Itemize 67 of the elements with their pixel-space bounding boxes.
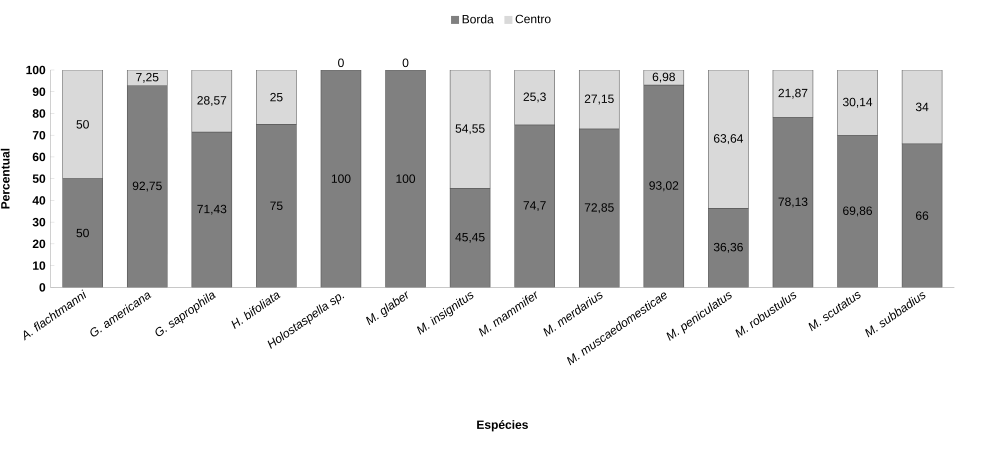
data-label: 69,86 (843, 206, 872, 216)
data-label: 6,98 (652, 72, 675, 83)
bar (578, 128, 620, 288)
data-label: 66 (916, 211, 928, 220)
y-tick-label: 30 (32, 218, 46, 226)
y-tick-label: 50 (32, 174, 46, 183)
legend-label: Centro (516, 14, 551, 24)
x-axis-title: Espécies (477, 420, 528, 432)
data-label: 71,43 (197, 204, 226, 215)
data-label: 72,85 (584, 203, 614, 214)
y-tick-label: 80 (32, 109, 46, 118)
y-tick-label: 20 (32, 240, 46, 248)
data-label: 63,64 (714, 134, 744, 144)
bar (837, 70, 878, 136)
y-tick-label: 70 (32, 130, 46, 140)
bar (902, 144, 942, 288)
data-label: 27,15 (584, 94, 614, 104)
bar (708, 70, 749, 209)
bar (902, 70, 942, 144)
data-label: 75 (270, 202, 283, 210)
legend-label: Borda (462, 14, 494, 24)
data-label: 100 (332, 174, 351, 183)
data-label: 78,13 (778, 197, 808, 208)
data-label: 50 (76, 120, 89, 129)
bar (450, 70, 490, 189)
bar (256, 70, 297, 125)
bar (772, 117, 814, 288)
bar (450, 188, 490, 288)
data-label: 21,87 (778, 88, 808, 99)
data-label: 100 (396, 174, 416, 183)
data-label: 34 (916, 102, 928, 112)
data-label: 50 (76, 228, 89, 238)
data-label: 0 (338, 58, 344, 68)
bar (256, 124, 297, 288)
data-label: 93,02 (649, 181, 678, 192)
bar (578, 70, 620, 130)
data-label: 30,14 (842, 98, 872, 108)
bar (62, 178, 103, 288)
bar (837, 135, 878, 288)
data-label: 7,25 (136, 72, 158, 83)
y-tick-label: 90 (32, 87, 46, 96)
data-label: 28,57 (197, 96, 226, 106)
bar (772, 70, 814, 118)
data-label: 45,45 (455, 233, 485, 243)
bar (708, 208, 749, 288)
data-label: 0 (402, 58, 408, 68)
y-tick-label: 100 (26, 66, 46, 74)
bar (192, 132, 232, 288)
bar (385, 70, 426, 288)
y-tick-label: 0 (39, 283, 46, 292)
bar (514, 124, 555, 288)
y-axis-title: Percentual (0, 148, 10, 209)
data-label: 74,7 (524, 201, 546, 212)
y-tick-label: 60 (32, 152, 46, 162)
bar (192, 70, 232, 132)
bar (126, 85, 168, 288)
data-label: 54,55 (456, 124, 485, 134)
bar (62, 70, 103, 179)
y-tick-label: 40 (32, 196, 46, 205)
data-label: 25,3 (524, 92, 546, 102)
bar (320, 70, 362, 288)
y-tick-label: 10 (33, 261, 46, 270)
data-label: 92,75 (132, 182, 162, 192)
data-label: 25 (270, 92, 283, 102)
bar (644, 84, 684, 288)
data-label: 36,36 (714, 242, 743, 253)
bar (514, 70, 555, 126)
